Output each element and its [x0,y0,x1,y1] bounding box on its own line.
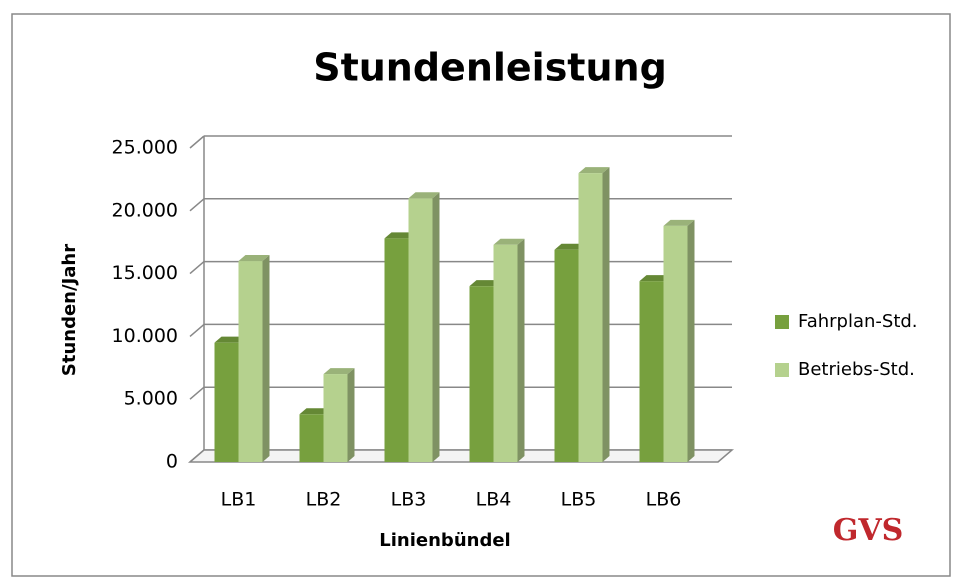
bar-side [262,255,270,462]
bar-top [554,243,586,250]
y-tick-label: 5.000 [124,388,178,410]
x-tick-label: LB1 [221,489,257,511]
bar-top [469,280,501,287]
x-tick-label: LB5 [561,489,597,511]
bar [238,261,263,462]
bar-top [663,219,695,226]
bar-top [493,238,525,245]
y-tick-label: 25.000 [112,137,178,159]
grid-line-side [189,386,205,400]
x-axis-label: Linienbündel [379,530,510,551]
chart-title: Stundenleistung [313,46,667,90]
bar [639,281,664,462]
bar-top [214,336,246,343]
y-tick-label: 0 [166,451,178,473]
legend-swatch [775,363,789,377]
bar-side [432,192,440,463]
bar-top [323,368,355,375]
y-tick-label: 10.000 [112,325,178,347]
bar-top [299,408,331,415]
legend-swatch [775,315,789,329]
bar-side [347,368,355,462]
x-tick-label: LB6 [646,489,682,511]
bar [469,286,494,462]
bar [493,244,518,462]
bar [214,342,239,462]
x-tick-label: LB4 [476,489,512,511]
bar [578,173,603,462]
grid-line-side [189,323,205,337]
x-tick-label: LB2 [306,489,342,511]
bar-top [639,275,671,282]
bar [384,238,409,462]
logo: GVS [833,513,904,548]
bar [299,414,324,462]
legend-label: Fahrplan-Std. [798,311,918,332]
bar-top [578,167,610,174]
bar [554,249,579,462]
grid-line-side [189,261,205,275]
grid-line-side [189,198,205,212]
bar-top [238,255,270,262]
bar-top [408,192,440,199]
bar-side [517,238,525,462]
y-tick-label: 15.000 [112,262,178,284]
bar [663,225,688,462]
x-tick-label: LB3 [391,489,427,511]
grid-line-side [189,135,205,149]
legend-label: Betriebs-Std. [798,359,915,380]
bar [408,198,433,463]
y-axis-label: Stunden/Jahr [59,244,80,376]
bar-side [602,167,610,462]
y-tick-label: 20.000 [112,199,178,221]
bar-side [687,219,695,462]
bar-top [384,232,416,239]
bar [323,374,348,462]
